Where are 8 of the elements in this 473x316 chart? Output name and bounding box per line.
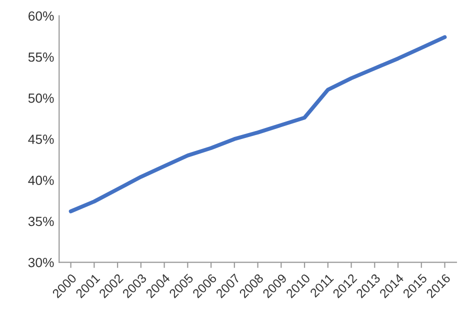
y-tick-label: 55% xyxy=(28,52,54,62)
line-series xyxy=(68,35,447,214)
y-tick-label: 35% xyxy=(28,216,54,226)
y-tick-label: 50% xyxy=(28,94,54,103)
y-tick-label: 60% xyxy=(28,11,54,21)
y-tick-label: 30% xyxy=(28,258,54,268)
y-tick-label: 45% xyxy=(28,134,54,144)
y-tick-label: 40% xyxy=(28,176,54,186)
